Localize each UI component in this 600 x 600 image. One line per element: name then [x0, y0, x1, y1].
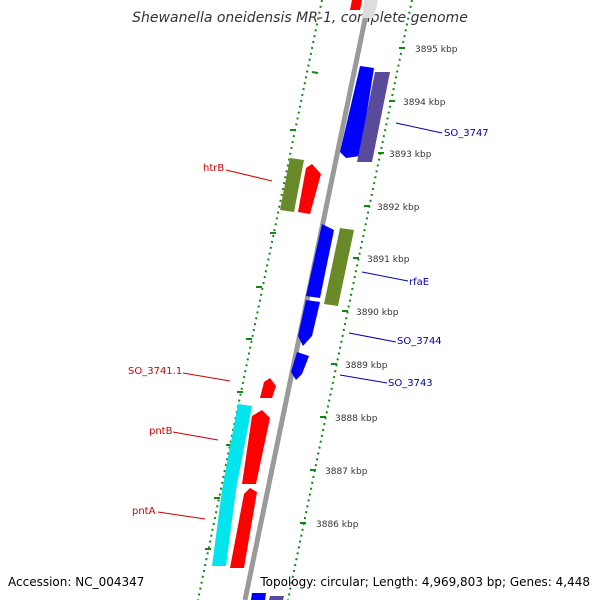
gene-blue-so3744[interactable]	[298, 300, 320, 346]
accession-text: Accession: NC_004347	[8, 575, 145, 589]
left-dotted-track	[197, 0, 323, 600]
gene-blue-rfae[interactable]	[306, 224, 334, 298]
leader-line	[348, 332, 397, 343]
gene-blue-so3743[interactable]	[291, 352, 309, 380]
leader-line	[395, 122, 443, 134]
leader-line	[157, 511, 206, 520]
tick-label: 3895 kbp	[415, 45, 458, 55]
leader-line	[361, 271, 409, 282]
gene-label-so3744[interactable]: SO_3744	[397, 336, 442, 347]
gene-label-htrb[interactable]: htrB	[203, 163, 224, 174]
leader-line	[172, 431, 219, 441]
gene-cyan-pnta[interactable]	[212, 490, 236, 566]
gene-label-pnta[interactable]: pntA	[132, 506, 156, 517]
gene-bottom-blue[interactable]	[251, 593, 266, 600]
tick-label: 3888 kbp	[335, 414, 378, 424]
gene-top-red[interactable]	[350, 0, 362, 10]
left-ticks	[205, 71, 319, 550]
tick-label: 3893 kbp	[389, 150, 432, 160]
right-ticks	[300, 47, 405, 524]
gene-blue-so3747a[interactable]	[340, 66, 374, 158]
tick-label: 3886 kbp	[316, 520, 359, 530]
gene-label-so3741[interactable]: SO_3741.1	[128, 366, 182, 377]
leader-line	[182, 372, 231, 382]
gene-red-so3741[interactable]	[260, 378, 276, 398]
leader-line	[225, 169, 273, 182]
genome-backbone	[242, 0, 372, 600]
tick-label: 3891 kbp	[367, 255, 410, 265]
gene-red-pnta[interactable]	[230, 488, 257, 568]
gene-label-pntb[interactable]: pntB	[149, 426, 173, 437]
gene-red-pntb[interactable]	[242, 410, 270, 484]
genome-title: Shewanella oneidensis MR-1, complete gen…	[132, 10, 468, 26]
gene-cyan-pntb[interactable]	[222, 404, 252, 490]
gene-olive-rfae[interactable]	[324, 228, 354, 306]
leader-line	[339, 374, 388, 384]
gene-label-so3747[interactable]: SO_3747	[444, 128, 489, 139]
gene-label-rfae[interactable]: rfaE	[409, 277, 429, 288]
tick-label: 3889 kbp	[345, 361, 388, 371]
gene-olive-htrb[interactable]	[280, 158, 304, 212]
gene-red-htrb[interactable]	[298, 164, 321, 214]
gene-bottom-purple[interactable]	[269, 596, 284, 600]
genome-summary-text: Topology: circular; Length: 4,969,803 bp…	[260, 575, 590, 589]
tick-label: 3890 kbp	[356, 308, 399, 318]
gene-label-so3743[interactable]: SO_3743	[388, 378, 433, 389]
gene-top-gray[interactable]	[362, 0, 378, 18]
tick-label: 3892 kbp	[377, 203, 420, 213]
tick-label: 3894 kbp	[403, 98, 446, 108]
gene-purple-so3747[interactable]	[357, 72, 390, 162]
tick-label: 3887 kbp	[325, 467, 368, 477]
